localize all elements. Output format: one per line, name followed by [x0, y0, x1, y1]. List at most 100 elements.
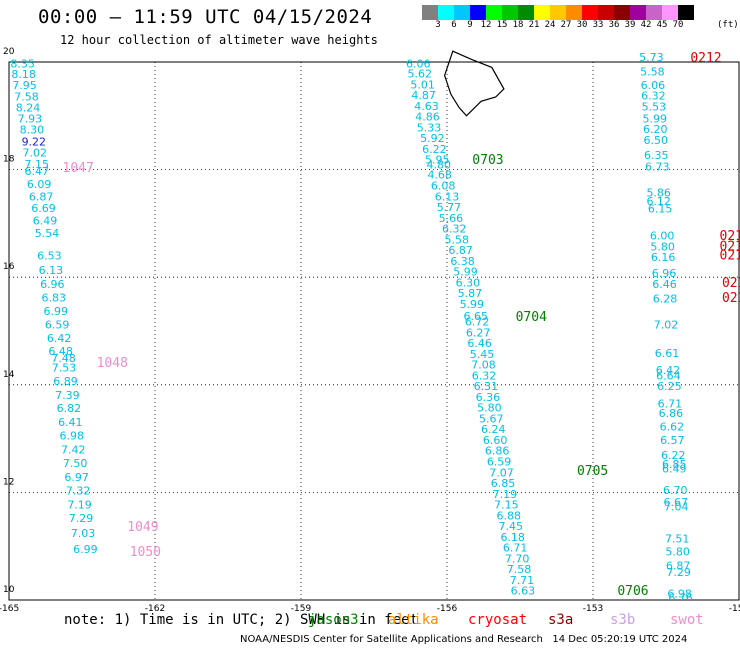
longitude-label: -156 — [437, 604, 458, 614]
colorbar-label: 15 — [496, 20, 508, 30]
wave-height-value: 6.28 — [653, 292, 678, 305]
wave-height-value: 6.22 — [422, 143, 447, 156]
wave-height-value: 6.13 — [39, 264, 64, 277]
wave-height-value: 6.46 — [467, 337, 492, 350]
colorbar-label: 39 — [624, 20, 636, 30]
wave-height-value: 6.08 — [431, 180, 456, 193]
wave-height-value: 6.16 — [651, 251, 676, 264]
colorbar-label: 9 — [467, 20, 473, 30]
wave-height-value: 7.48 — [51, 352, 76, 365]
wave-height-value: 6.49 — [662, 462, 687, 475]
wave-height-value: 6.06 — [641, 79, 666, 92]
wave-height-value: 6.73 — [645, 161, 670, 174]
wave-height-value: 6.42 — [47, 332, 72, 345]
longitude-label: -150 — [729, 604, 740, 614]
wave-height-value: 6.12 — [646, 195, 671, 208]
pass-time-label: 1050 — [130, 545, 161, 560]
wave-height-value: 7.02 — [23, 147, 48, 160]
wave-height-value: 5.77 — [437, 201, 462, 214]
colorbar-label: 30 — [576, 20, 588, 30]
wave-height-value: 7.95 — [12, 79, 37, 92]
colorbar-swatch — [454, 5, 470, 20]
wave-height-value: 7.93 — [18, 112, 43, 125]
colorbar-label: 24 — [544, 20, 556, 30]
wave-height-value: 7.71 — [510, 574, 535, 587]
wave-height-value: 6.42 — [656, 364, 681, 377]
colorbar-swatch — [470, 5, 486, 20]
colorbar-swatch — [646, 5, 662, 20]
colorbar-swatch — [518, 5, 534, 20]
wave-height-value: 7.15 — [494, 499, 519, 512]
wave-height-value: 7.50 — [63, 457, 88, 470]
longitude-label: -162 — [145, 604, 165, 614]
page-title: 00:00 – 11:59 UTC 04/15/2024 — [38, 6, 373, 28]
colorbar-label: 27 — [560, 20, 572, 30]
wave-height-value: 6.47 — [24, 165, 49, 178]
wave-height-value: 6.65 — [463, 310, 488, 323]
page-subtitle: 12 hour collection of altimeter wave hei… — [60, 33, 378, 47]
wave-height-value: 6.32 — [641, 90, 666, 103]
wave-height-value: 6.48 — [48, 345, 73, 358]
wave-height-value: 6.87 — [448, 244, 473, 257]
wave-height-value: 6.87 — [666, 559, 691, 572]
wave-height-value: 5.87 — [458, 287, 483, 300]
wave-height-value: 6.64 — [656, 369, 681, 382]
wave-height-value: 4.86 — [415, 111, 440, 124]
wave-height-value: 6.76 — [668, 592, 693, 605]
wave-height-value: 6.61 — [655, 347, 680, 360]
latitude-label: 16 — [3, 262, 15, 272]
pass-time-label: 0706 — [617, 584, 648, 599]
wave-height-value: 5.67 — [479, 412, 504, 425]
wave-height-value: 5.86 — [646, 187, 671, 200]
colorbar-label: 21 — [528, 20, 540, 30]
wave-height-value: 6.22 — [661, 449, 686, 462]
wave-height-value: 6.86 — [659, 407, 684, 420]
wave-height-value: 6.13 — [435, 190, 460, 203]
wave-height-value: 9.22 — [22, 135, 47, 148]
note-text: note: 1) Time is in UTC; 2) SWH is in fe… — [64, 612, 419, 628]
wave-height-value: 6.30 — [456, 276, 481, 289]
wave-height-value: 6.98 — [60, 430, 85, 443]
colorbar-label: 45 — [656, 20, 668, 30]
wave-height-value: 6.87 — [29, 190, 54, 203]
wave-height-value: 7.32 — [66, 485, 91, 498]
wave-height-value: 5.99 — [453, 266, 478, 279]
latitude-label: 20 — [3, 47, 15, 57]
wave-height-value: 5.92 — [420, 132, 445, 145]
wave-height-value: 7.19 — [493, 488, 518, 501]
wave-height-value: 6.69 — [31, 202, 56, 215]
colorbar-labels: 3 6 9 12 15 18 21 24 27 30 33 36 39 42 45 70 — [422, 20, 740, 34]
wave-height-value: 8.18 — [11, 68, 36, 81]
pass-time-label: 1049 — [127, 520, 158, 535]
wave-height-value: 6.60 — [483, 434, 508, 447]
colorbar-swatch — [534, 5, 550, 20]
wave-height-value: 6.15 — [648, 203, 673, 216]
wave-height-value: 5.66 — [439, 212, 464, 225]
wave-height-value: 4.68 — [427, 169, 452, 182]
satellite-legend-item: altika — [388, 612, 439, 628]
wave-height-value: 5.58 — [444, 233, 469, 246]
pass-time-label: 0211 — [720, 229, 740, 244]
footer-credit: NOAA/NESDIS Center for Satellite Applica… — [240, 634, 688, 645]
satellite-legend-item: s3b — [610, 612, 636, 628]
wave-height-value: 6.32 — [472, 369, 497, 382]
wave-height-value: 6.53 — [37, 249, 62, 262]
wave-height-value: 8.35 — [10, 57, 35, 70]
satellite-legend-item: s3a — [548, 612, 574, 628]
colorbar-label: 33 — [592, 20, 604, 30]
pass-time-label: 0704 — [516, 310, 547, 325]
wave-height-value: 6.59 — [45, 318, 70, 331]
wave-height-value: 4.87 — [411, 89, 436, 102]
wave-height-value: 7.15 — [24, 158, 49, 171]
colorbar-swatch — [598, 5, 614, 20]
wave-height-value: 5.33 — [417, 121, 442, 134]
wave-height-value: 5.54 — [35, 227, 60, 240]
latitude-label: 10 — [3, 585, 15, 595]
colorbar-swatch — [630, 5, 646, 20]
longitude-label: -165 — [0, 604, 19, 614]
pass-time-label: 0705 — [577, 464, 608, 479]
wave-height-value: 6.85 — [662, 458, 687, 471]
longitude-label: -153 — [583, 604, 603, 614]
wave-height-value: 6.06 — [406, 57, 431, 70]
